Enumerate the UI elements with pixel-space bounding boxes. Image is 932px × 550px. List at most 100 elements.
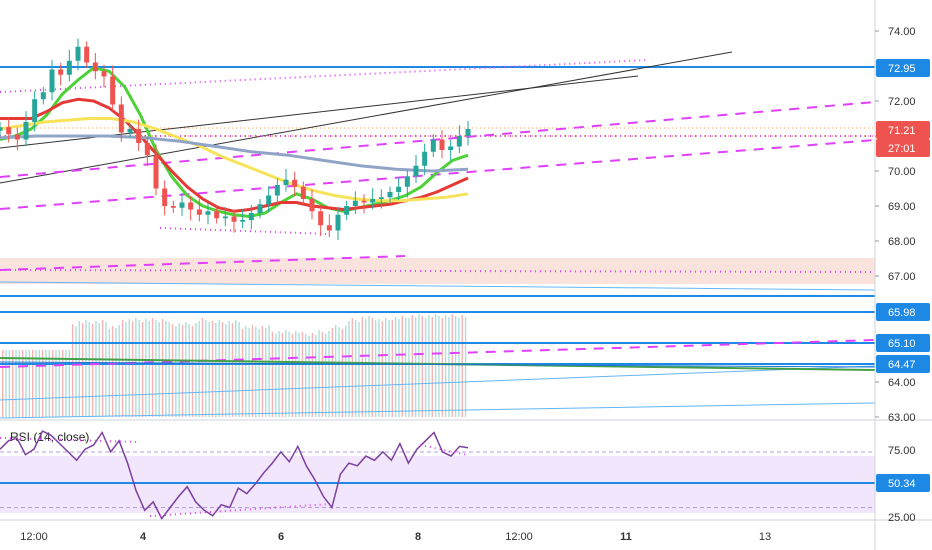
- candle-body: [14, 134, 20, 140]
- volume-bar: [258, 329, 260, 417]
- volume-bar: [411, 315, 413, 417]
- volume-bar: [215, 323, 217, 417]
- moving-average-line: [0, 134, 469, 173]
- volume-bar: [211, 321, 214, 417]
- drawing-lines-layer: [0, 51, 876, 484]
- candle-body: [127, 129, 133, 133]
- price-badge: 72.95: [888, 63, 916, 75]
- volume-bar: [414, 317, 417, 417]
- volume-bar: [8, 350, 11, 417]
- price-badge: 65.98: [888, 307, 916, 319]
- trend-line: [0, 51, 733, 184]
- volume-bar: [341, 329, 344, 417]
- volume-bar: [291, 334, 294, 417]
- volume-bar: [198, 321, 200, 417]
- candle-body: [162, 188, 168, 206]
- diagonal-line: [0, 281, 876, 291]
- volume-bar: [444, 315, 447, 417]
- volume-bar: [245, 326, 247, 417]
- candle-body: [266, 195, 272, 205]
- volume-bar: [111, 326, 114, 417]
- bar-pattern-zone: [0, 258, 875, 284]
- diagonal-line: [0, 361, 876, 368]
- volume-bar: [121, 320, 124, 417]
- volume-bar: [458, 318, 460, 417]
- volume-bar: [225, 324, 227, 417]
- volume-bar: [5, 350, 7, 417]
- volume-bar: [88, 322, 90, 417]
- volume-bar: [295, 331, 297, 417]
- candle-body: [361, 200, 367, 203]
- time-tick-label: 11: [620, 531, 632, 543]
- time-tick-label: 12:00: [20, 531, 48, 543]
- candle-body: [300, 186, 306, 199]
- volume-bar: [161, 319, 164, 417]
- candle-body: [196, 209, 202, 215]
- candle-body: [170, 206, 176, 208]
- price-tick-label: 74.00: [888, 26, 916, 38]
- diagonal-line: [0, 402, 876, 419]
- volume-bar: [181, 325, 184, 417]
- volume-bar: [381, 321, 384, 417]
- rsi-tick-label: 75.00: [888, 445, 916, 457]
- volume-bar: [431, 317, 433, 417]
- rsi-band: [0, 456, 875, 513]
- dotted-trend-line: [0, 269, 876, 273]
- time-tick-label: 12:00: [505, 531, 533, 543]
- price-badge-bg: [876, 59, 930, 77]
- candle-body: [136, 129, 142, 143]
- volume-bar: [441, 318, 443, 417]
- volume-bar: [81, 323, 84, 417]
- volume-bar: [361, 317, 364, 417]
- candle-body: [335, 214, 341, 231]
- volume-bar: [68, 350, 70, 417]
- candle-body: [75, 46, 81, 61]
- candle-body: [144, 143, 150, 156]
- volume-bar: [135, 318, 137, 417]
- candle-body: [6, 127, 12, 135]
- candle-body: [378, 197, 384, 199]
- volume-bar: [58, 350, 61, 417]
- volume-bar: [351, 318, 354, 417]
- dotted-trend-line: [159, 227, 331, 235]
- volume-bar: [391, 320, 394, 417]
- volume-bar: [268, 325, 270, 417]
- volume-bar: [255, 327, 257, 417]
- volume-bar: [71, 324, 74, 417]
- volume-bar: [308, 336, 310, 417]
- volume-bar: [105, 322, 107, 417]
- candle-body: [179, 202, 185, 208]
- price-badge: 71.21: [888, 125, 916, 137]
- volume-bar: [378, 319, 380, 417]
- volume-bar: [65, 350, 67, 417]
- volume-bar: [451, 314, 453, 417]
- volume-bar: [398, 319, 400, 417]
- volume-bar: [318, 330, 320, 417]
- channel-line: [0, 139, 876, 210]
- volume-bar: [205, 320, 207, 417]
- candle-body: [456, 136, 462, 147]
- volume-bar: [275, 334, 277, 417]
- rsi-label: RSI (14, close): [10, 430, 89, 444]
- volume-bar: [128, 319, 130, 417]
- volume-bar: [138, 320, 140, 417]
- price-tick-label: 69.00: [888, 201, 916, 213]
- volume-bar: [371, 318, 374, 417]
- volume-bar: [148, 321, 150, 417]
- volume-bar: [315, 335, 317, 417]
- candle-body: [110, 76, 116, 105]
- volume-bar: [195, 323, 197, 417]
- volume-bar: [374, 320, 377, 417]
- price-tick-label: 64.00: [888, 377, 916, 389]
- candle-body: [118, 104, 124, 133]
- rsi-tick-label: 25.00: [888, 512, 916, 524]
- candle-body: [188, 202, 194, 210]
- candle-body: [92, 62, 98, 72]
- volume-bar: [35, 350, 37, 417]
- volume-bar: [438, 316, 440, 417]
- volume-bar: [28, 350, 31, 417]
- volume-bar: [78, 321, 80, 417]
- volume-bar: [38, 350, 41, 417]
- volume-bar: [265, 328, 267, 417]
